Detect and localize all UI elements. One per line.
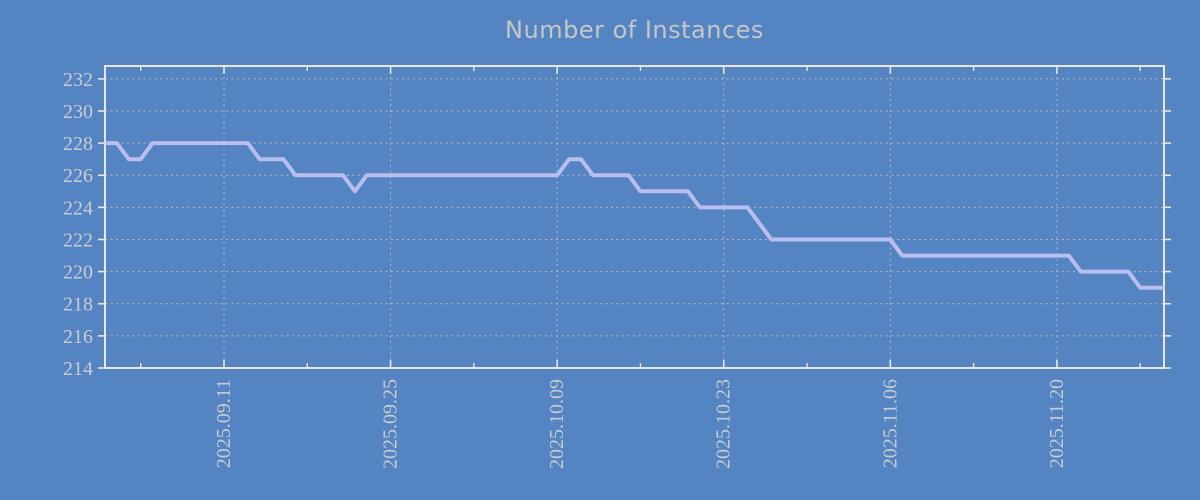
y-axis-tick-label: 214 — [63, 358, 93, 380]
y-axis-tick-label: 230 — [63, 101, 93, 123]
y-axis-tick-label: 218 — [63, 294, 93, 316]
x-axis-tick-label: 2025.09.11 — [213, 379, 235, 468]
y-axis-tick-label: 226 — [63, 165, 93, 187]
y-axis-tick-label: 220 — [63, 262, 93, 284]
x-axis-tick-label: 2025.10.09 — [546, 379, 568, 469]
y-axis-tick-label: 232 — [63, 69, 93, 91]
chart-title: Number of Instances — [505, 16, 764, 44]
y-axis-tick-label: 216 — [63, 326, 93, 348]
x-axis-tick-label: 2025.11.20 — [1046, 379, 1068, 468]
instances-series-line — [105, 141, 1164, 290]
x-axis-tick-label: 2025.11.06 — [879, 379, 901, 468]
plot-border — [104, 65, 1165, 369]
y-axis-tick-label: 224 — [63, 197, 93, 219]
y-axis-tick-label: 228 — [63, 133, 93, 155]
y-axis-tick-label: 222 — [63, 229, 93, 251]
x-axis-tick-label: 2025.10.23 — [713, 379, 735, 469]
x-axis-tick-label: 2025.09.25 — [380, 379, 402, 469]
